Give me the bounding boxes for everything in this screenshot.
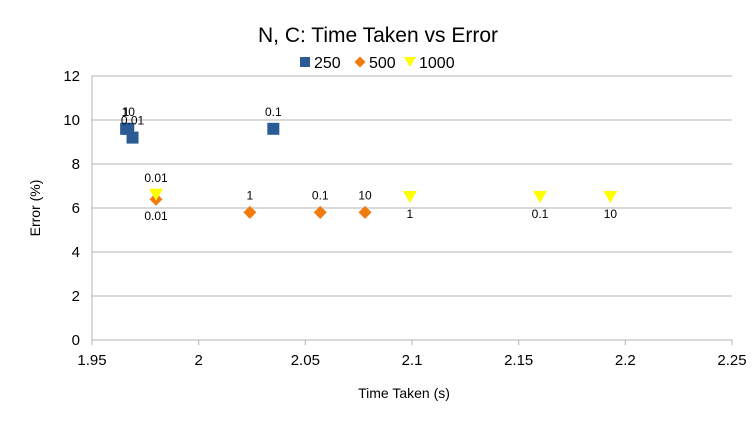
y-tick-label: 2 xyxy=(72,288,80,305)
data-label-500-2: 0.1 xyxy=(312,188,329,202)
point-250-3 xyxy=(267,122,280,135)
chart-title: N, C: Time Taken vs Error xyxy=(258,24,498,47)
data-label-1000-3: 10 xyxy=(604,207,618,221)
data-label-500-3: 10 xyxy=(358,188,372,202)
point-1000-0 xyxy=(149,188,163,201)
data-label-250-3: 0.1 xyxy=(265,105,282,119)
data-label-1000-1: 1 xyxy=(407,207,414,221)
legend: 250 500 1000 xyxy=(300,55,455,72)
data-label-250-0: 1 xyxy=(123,105,130,119)
y-tick-label: 12 xyxy=(63,68,80,85)
data-label-1000-2: 0.1 xyxy=(532,207,549,221)
x-tick-label: 2.25 xyxy=(717,352,746,369)
point-500-1 xyxy=(243,205,257,219)
x-tick-label: 2.05 xyxy=(291,352,320,369)
y-tick-label: 6 xyxy=(72,200,80,217)
point-250-2 xyxy=(126,131,139,144)
point-500-2 xyxy=(313,205,327,219)
y-axis-label: Error (%) xyxy=(27,180,43,237)
point-250-1 xyxy=(122,122,135,135)
x-tick-label: 2.2 xyxy=(615,352,636,369)
point-1000-3 xyxy=(603,191,618,203)
legend-label-1000: 1000 xyxy=(419,55,455,72)
legend-label-250: 250 xyxy=(314,55,341,72)
point-1000-2 xyxy=(533,191,547,203)
axes xyxy=(91,76,733,345)
legend-marker-1000 xyxy=(404,57,416,67)
y-tick-label: 0 xyxy=(72,332,80,349)
x-tick-label: 2.1 xyxy=(402,352,423,369)
point-500-3 xyxy=(358,205,372,219)
data-label-1000-0: 0.01 xyxy=(144,171,168,185)
legend-label-500: 500 xyxy=(369,55,396,72)
data-label-250-2: 0.01 xyxy=(121,114,145,128)
data-label-250-1: 10 xyxy=(122,105,136,119)
y-tick-label: 8 xyxy=(72,156,80,173)
y-tick-label: 10 xyxy=(63,112,80,129)
data-label-500-0: 0.01 xyxy=(144,209,168,223)
x-tick-label: 1.95 xyxy=(77,352,106,369)
data-points xyxy=(120,122,618,219)
tick-labels: 0 2 4 6 8 10 12 1.95 2 2.05 2.1 2.15 2.2 2.25 xyxy=(63,68,746,369)
x-tick-label: 2.15 xyxy=(504,352,533,369)
gridlines xyxy=(92,75,732,297)
x-tick-label: 2 xyxy=(194,352,202,369)
x-axis-label: Time Taken (s) xyxy=(358,385,450,401)
point-1000-1 xyxy=(402,191,417,203)
legend-marker-250 xyxy=(300,57,310,67)
y-tick-label: 4 xyxy=(72,244,80,261)
legend-marker-500 xyxy=(354,56,366,68)
data-label-500-1: 1 xyxy=(247,188,254,202)
